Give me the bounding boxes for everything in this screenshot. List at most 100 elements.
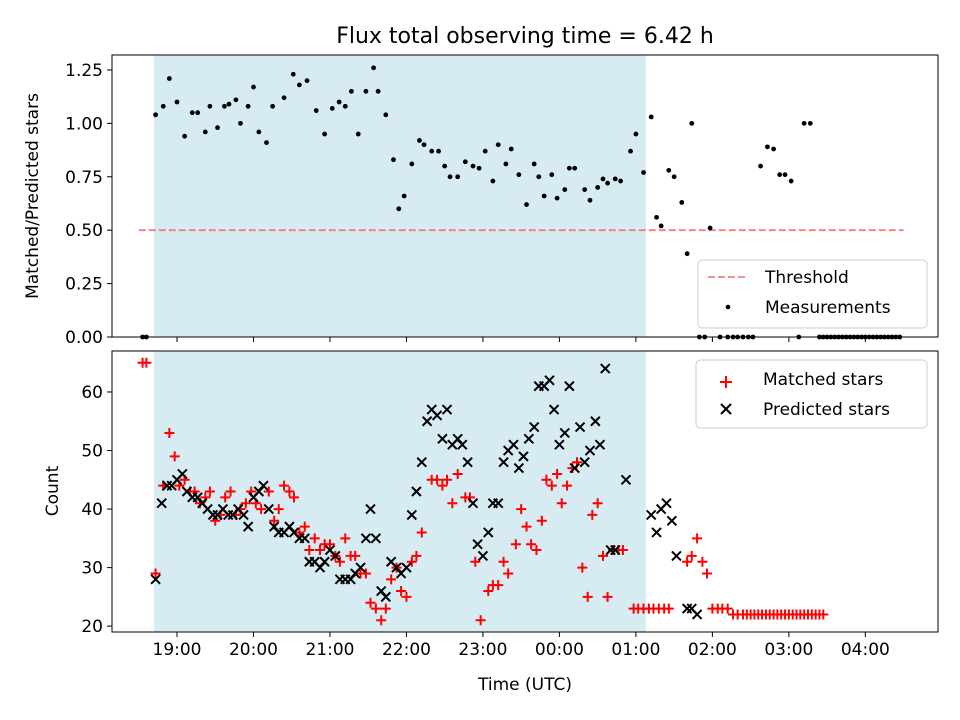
predicted-star-point	[431, 410, 443, 421]
measurement-point	[549, 172, 555, 178]
bottom-y-axis-label: Count	[43, 465, 63, 516]
matched-star-point	[299, 521, 310, 532]
measurement-point	[153, 112, 158, 118]
predicted-star-point	[441, 404, 453, 415]
matched-star-point	[541, 474, 552, 485]
matched-star-point	[663, 603, 674, 614]
measurement-point	[296, 82, 302, 88]
measurement-point	[671, 174, 677, 180]
predicted-star-point	[150, 574, 161, 585]
top-legend: Threshold Measurements	[697, 259, 928, 329]
matched-star-point	[309, 533, 320, 544]
measurement-point	[490, 178, 496, 184]
predicted-star-point	[610, 544, 621, 556]
predicted-star-point	[528, 421, 540, 433]
matched-star-point	[169, 451, 180, 462]
predicted-star-point	[330, 550, 341, 562]
x-tick-label: 00:00	[535, 640, 584, 660]
top-y-axis-label: Matched/Predicted stars	[23, 93, 43, 299]
predicted-star-point	[242, 521, 254, 532]
measurement-point	[531, 161, 537, 167]
matched-star-point	[150, 568, 161, 579]
predicted-star-point	[559, 427, 570, 439]
measurement-point	[777, 172, 783, 178]
top-y-tick-label: 1.25	[65, 61, 103, 81]
matched-star-point	[617, 545, 628, 556]
predicted-star-point	[645, 509, 657, 521]
predicted-star-point	[518, 451, 529, 462]
x-tick-label: 03:00	[764, 640, 813, 660]
matched-star-point	[692, 533, 703, 544]
measurement-point	[562, 187, 568, 192]
measurement-point	[336, 99, 342, 105]
matched-star-point	[432, 474, 443, 485]
matched-star-point	[263, 486, 274, 497]
matched-star-point	[315, 545, 326, 556]
matched-star-point	[602, 591, 613, 602]
measurement-point	[421, 142, 427, 148]
matched-star-point	[582, 591, 593, 602]
measurement-point	[383, 112, 389, 118]
predicted-star-point	[411, 486, 422, 497]
matched-star-point	[503, 568, 514, 579]
top-y-tick-label: 0.00	[65, 328, 103, 348]
measurement-point	[765, 144, 770, 150]
top-y-tick-label: 0.50	[65, 221, 103, 241]
matched-star-point	[164, 427, 175, 438]
matched-star-point	[334, 556, 345, 567]
matched-star-point	[556, 498, 567, 509]
predicted-star-point	[594, 439, 606, 450]
matched-star-point	[284, 486, 295, 497]
predicted-star-point	[472, 538, 483, 550]
matched-star-point	[380, 603, 391, 614]
predicted-star-point	[416, 457, 427, 468]
measurement-point	[541, 193, 547, 199]
measurement-point	[363, 88, 369, 94]
measurement-point	[264, 140, 269, 145]
predicted-star-point	[360, 533, 372, 544]
predicted-star-point	[365, 503, 376, 515]
measurement-point	[195, 110, 201, 116]
predicted-star-point	[651, 527, 662, 538]
matched-star-point	[598, 550, 609, 561]
measurement-point	[654, 214, 659, 220]
measurement-point	[160, 103, 166, 109]
matched-star-point	[498, 556, 509, 567]
predicted-star-point	[681, 603, 693, 614]
x-tick-label: 01:00	[611, 640, 660, 660]
matched-star-point	[475, 615, 486, 626]
predicted-star-point	[508, 439, 519, 450]
matched-star-point	[526, 539, 537, 550]
measurement-point	[503, 161, 509, 167]
matched-star-point	[577, 562, 588, 573]
top-y-tick-label: 0.75	[65, 168, 103, 188]
predicted-star-point	[574, 421, 586, 433]
measurement-point	[245, 103, 251, 109]
measurement-point	[226, 101, 232, 107]
measurement-point	[391, 157, 396, 163]
predicted-star-point	[457, 439, 468, 450]
matched-star-point	[447, 498, 458, 509]
predicted-star-point	[600, 363, 611, 374]
matched-star-point	[289, 492, 300, 503]
measurement-point	[595, 185, 601, 190]
bottom-legend: Matched stars Predicted stars	[695, 359, 928, 429]
measurement-point	[470, 163, 476, 169]
predicted-star-point	[477, 550, 489, 562]
bottom-axes-frame	[111, 350, 939, 633]
measurement-point	[536, 174, 542, 180]
x-tick-label: 02:00	[688, 640, 737, 660]
predicted-star-point	[548, 404, 560, 415]
measurement-point	[807, 120, 813, 126]
matched-star-point	[350, 550, 361, 561]
legend-matched-swatch	[720, 376, 732, 388]
measurement-point	[215, 125, 220, 131]
predicted-star-point	[620, 474, 632, 485]
measurement-point	[618, 178, 624, 184]
predicted-star-point	[238, 509, 249, 521]
predicted-star-point	[156, 498, 167, 509]
predicted-star-point	[421, 416, 433, 427]
measurement-point	[375, 88, 381, 94]
matched-star-point	[562, 480, 573, 491]
